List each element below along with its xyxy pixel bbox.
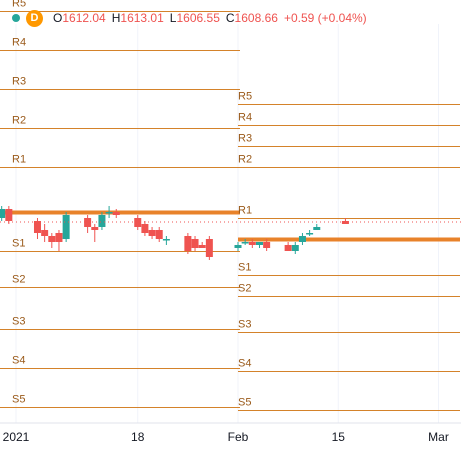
time-tick-label: 2021	[3, 430, 30, 444]
low-label: L	[169, 11, 177, 25]
candle-body	[184, 236, 192, 251]
candle-body	[62, 215, 70, 239]
change-value: +0.59 (+0.04%)	[283, 11, 367, 25]
candle-body	[134, 218, 142, 227]
high-label: H	[111, 11, 121, 25]
pivot-label-s4: S4	[238, 358, 251, 370]
pivot-label-s1: S1	[238, 262, 251, 274]
pivot-label-s4: S4	[12, 355, 25, 367]
candle-body	[0, 209, 6, 218]
ohlc-legend: D O 1612.04 H 1613.01 L 1606.55 C 1608.6…	[4, 6, 367, 30]
pivot-label-s1: S1	[12, 238, 25, 250]
pivot-label-r5: R5	[12, 0, 26, 10]
candle-body	[205, 239, 213, 257]
time-axis: 2021 18 Feb 15 Mar	[0, 422, 461, 444]
pivot-label-r4: R4	[238, 112, 252, 124]
candle-body	[198, 245, 206, 248]
candle-body	[91, 227, 99, 230]
pivot-label-r1: R1	[12, 154, 26, 166]
candle-body	[48, 236, 56, 242]
pivot-label-s5: S5	[12, 394, 25, 406]
candle-body	[5, 209, 13, 221]
candle-body	[98, 215, 106, 227]
candlesticks	[0, 206, 349, 260]
candle-body	[141, 224, 149, 233]
close-label: C	[225, 11, 235, 25]
candle-body	[162, 239, 170, 241]
candle-body	[255, 242, 263, 245]
open-value: 1612.04	[62, 11, 106, 25]
candle-body	[41, 230, 49, 236]
pivot-label-s3: S3	[238, 319, 251, 331]
pivot-label-r3: R3	[12, 76, 26, 88]
candle-body	[155, 230, 163, 239]
pivot-label-s2: S2	[12, 274, 25, 286]
candle-body	[241, 242, 249, 244]
candle-body	[291, 245, 299, 251]
pivot-label-s3: S3	[12, 316, 25, 328]
pivot-label-r4: R4	[12, 37, 26, 49]
status-dot-icon	[12, 14, 20, 22]
candle-body	[341, 221, 349, 224]
pivot-label-s5: S5	[238, 397, 251, 409]
pivot-label-r2: R2	[12, 115, 26, 127]
candle-body	[84, 218, 92, 227]
candle-body	[191, 239, 199, 248]
pivot-label-s2: S2	[238, 283, 251, 295]
pivot-label-r1: R1	[238, 205, 252, 217]
candle-body	[263, 242, 271, 248]
candle-body	[112, 212, 120, 215]
close-value: 1608.66	[234, 11, 278, 25]
candle-body	[313, 227, 321, 230]
pivot-label-r2: R2	[238, 154, 252, 166]
candle-body	[55, 233, 63, 242]
time-tick-label: Mar	[428, 430, 449, 444]
low-value: 1606.55	[176, 11, 220, 25]
candle-body	[234, 245, 242, 248]
candle-body	[284, 245, 292, 251]
interval-badge[interactable]: D	[26, 9, 43, 27]
time-tick-label: 15	[332, 430, 346, 444]
time-tick-label: 18	[131, 430, 145, 444]
high-value: 1613.01	[120, 11, 164, 25]
candle-body	[148, 230, 156, 236]
pivot-label-r3: R3	[238, 133, 252, 145]
candle-body	[298, 236, 306, 242]
pivot-levels: R5 R4 R3 R2 R1 S1 S2 S3 S4 S5 R5 R4 R3 R2 R1 S1 S2 S3 S4 S5	[0, 0, 460, 411]
candle-body	[248, 242, 256, 245]
pivot-label-r5: R5	[238, 91, 252, 103]
candle-body	[306, 233, 314, 235]
candle-body	[105, 212, 113, 214]
open-label: O	[53, 11, 63, 25]
time-tick-label: Feb	[228, 430, 249, 444]
candle-body	[33, 221, 41, 233]
